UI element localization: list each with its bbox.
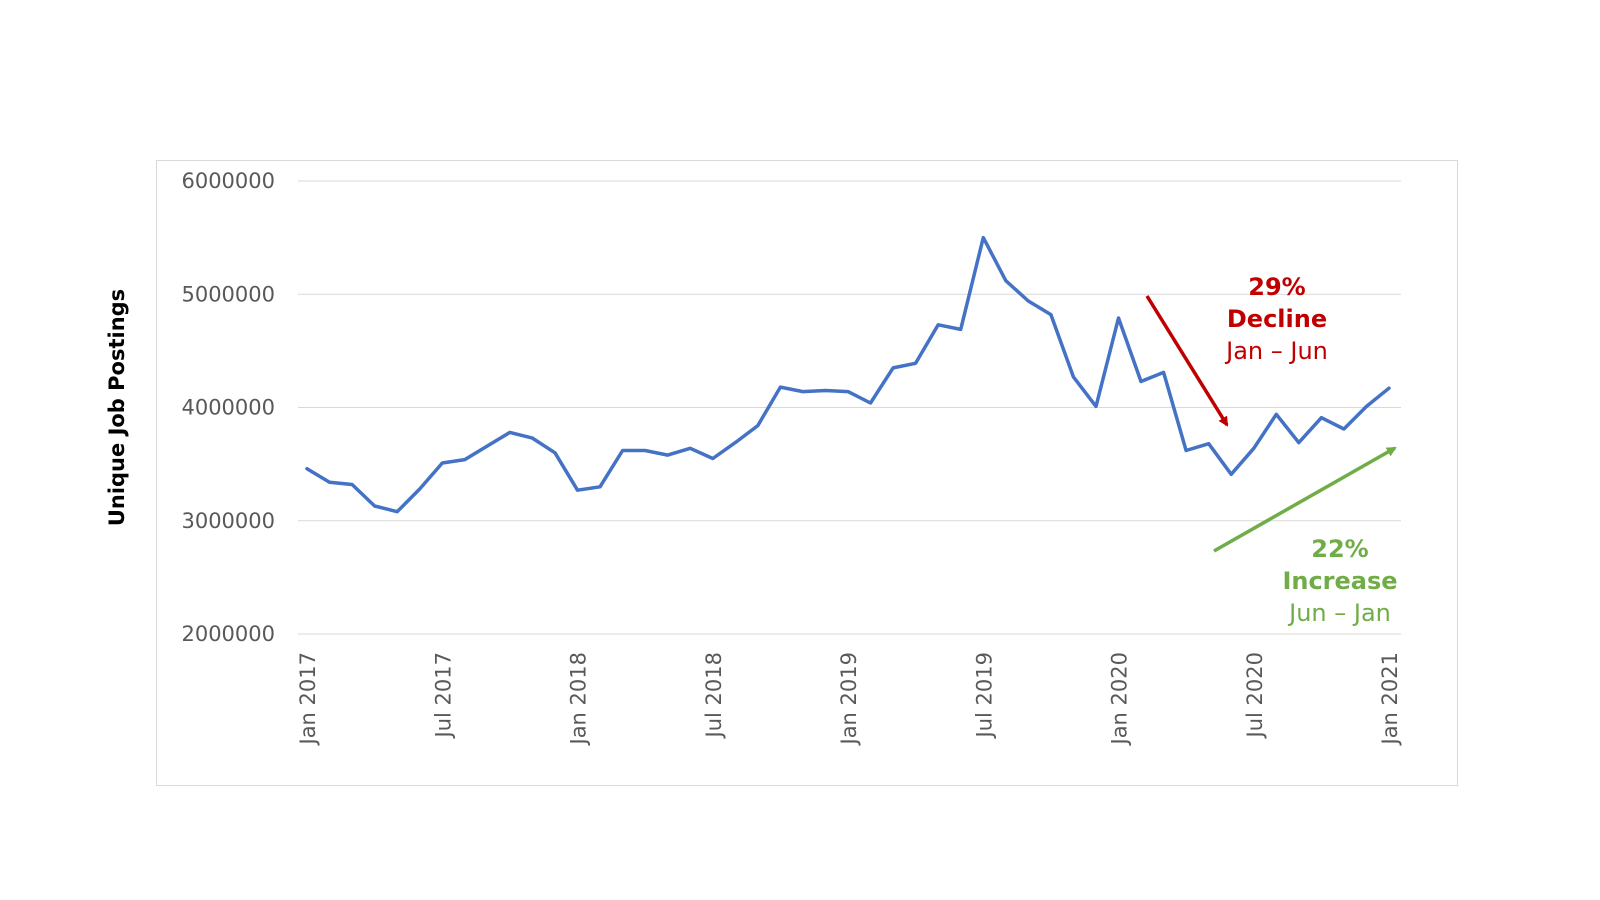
data-point bbox=[1094, 405, 1098, 408]
increase-arrow bbox=[1213, 446, 1397, 553]
data-point bbox=[914, 362, 917, 365]
x-tick-label: Jan 2020 bbox=[1108, 652, 1132, 747]
x-tick-label: Jan 2018 bbox=[567, 652, 591, 747]
series-line bbox=[305, 235, 1391, 514]
y-tick-label: 2000000 bbox=[181, 622, 275, 646]
data-point bbox=[576, 488, 579, 492]
line-chart: 6000000 5000000 4000000 3000000 2000000 Jan … bbox=[105, 169, 1402, 747]
data-point bbox=[1365, 405, 1368, 408]
data-point bbox=[373, 504, 376, 508]
data-point bbox=[350, 483, 354, 486]
y-tick-label: 3000000 bbox=[181, 509, 275, 533]
x-tick-label: Jul 2020 bbox=[1243, 652, 1267, 739]
data-point bbox=[1297, 441, 1301, 444]
data-point bbox=[1027, 299, 1030, 303]
data-point bbox=[869, 401, 872, 405]
data-point bbox=[1162, 371, 1165, 374]
data-point bbox=[305, 467, 309, 470]
data-point bbox=[486, 444, 489, 448]
data-point bbox=[1139, 380, 1143, 383]
data-point bbox=[801, 390, 805, 393]
data-point bbox=[1387, 387, 1391, 390]
y-axis-ticks: 6000000 5000000 4000000 3000000 2000000 bbox=[181, 169, 275, 646]
series-layer bbox=[305, 235, 1391, 514]
x-tick-label: Jan 2017 bbox=[296, 652, 320, 747]
increase-annotation-text: 22% bbox=[1311, 535, 1368, 563]
data-point bbox=[531, 436, 534, 440]
data-point bbox=[643, 449, 647, 452]
data-point bbox=[891, 366, 895, 370]
data-point bbox=[1072, 375, 1075, 379]
data-point bbox=[1049, 313, 1053, 316]
data-point bbox=[1275, 413, 1278, 416]
x-axis-ticks: Jan 2017 Jul 2017 Jan 2018 Jul 2018 Jan 2019… bbox=[296, 652, 1402, 747]
data-point bbox=[1207, 442, 1210, 445]
decline-arrow bbox=[1145, 295, 1229, 427]
data-point bbox=[711, 457, 714, 460]
data-point bbox=[734, 441, 737, 444]
data-point bbox=[1117, 316, 1120, 320]
data-point bbox=[1230, 473, 1233, 476]
data-point bbox=[621, 449, 624, 452]
data-point bbox=[936, 323, 940, 327]
y-tick-label: 6000000 bbox=[181, 169, 275, 193]
chart-frame: 6000000 5000000 4000000 3000000 2000000 Jan … bbox=[105, 160, 1458, 786]
data-point bbox=[1320, 416, 1323, 419]
increase-annotation-text: Jun – Jan bbox=[1287, 599, 1391, 627]
data-point bbox=[959, 328, 962, 331]
decline-annotation-text: 29% bbox=[1248, 273, 1305, 301]
data-point bbox=[756, 424, 760, 427]
data-point bbox=[1252, 447, 1255, 450]
gridlines bbox=[298, 180, 1401, 635]
data-point bbox=[846, 390, 850, 393]
y-tick-label: 5000000 bbox=[181, 282, 275, 306]
data-point bbox=[395, 510, 399, 513]
x-tick-label: Jul 2018 bbox=[702, 652, 726, 739]
increase-annotation-text: Increase bbox=[1282, 567, 1397, 595]
x-tick-label: Jul 2019 bbox=[972, 652, 996, 739]
data-point bbox=[418, 487, 421, 491]
data-point bbox=[463, 458, 466, 461]
x-tick-label: Jul 2017 bbox=[431, 652, 455, 739]
decline-annotation-text: Decline bbox=[1227, 305, 1327, 333]
y-tick-label: 4000000 bbox=[181, 396, 275, 420]
data-point bbox=[824, 389, 827, 392]
data-point bbox=[666, 453, 669, 457]
data-point bbox=[1004, 279, 1007, 282]
data-point bbox=[598, 485, 602, 488]
decline-annotation-text: Jan – Jun bbox=[1224, 337, 1328, 365]
data-point bbox=[1184, 449, 1188, 452]
data-point bbox=[508, 431, 512, 434]
data-point bbox=[689, 447, 692, 450]
data-point bbox=[779, 385, 782, 389]
data-point bbox=[441, 461, 444, 465]
data-point bbox=[553, 451, 557, 454]
data-point bbox=[1342, 427, 1346, 431]
x-tick-label: Jan 2021 bbox=[1378, 652, 1402, 747]
data-point bbox=[982, 236, 985, 239]
x-tick-label: Jan 2019 bbox=[837, 652, 861, 747]
data-point bbox=[328, 481, 331, 484]
annotations: 29% Decline Jan – Jun 22% Increase Jun – Jan bbox=[1145, 273, 1398, 627]
y-axis-label: Unique Job Postings bbox=[105, 289, 129, 526]
